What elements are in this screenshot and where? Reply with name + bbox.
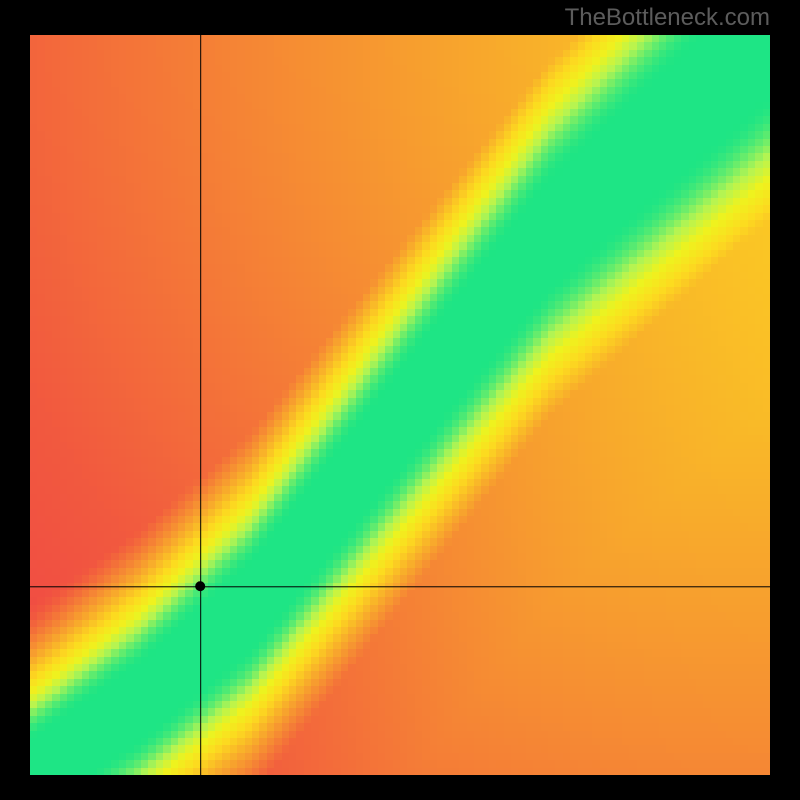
watermark-text: TheBottleneck.com bbox=[565, 4, 770, 32]
bottleneck-heatmap bbox=[30, 35, 770, 775]
